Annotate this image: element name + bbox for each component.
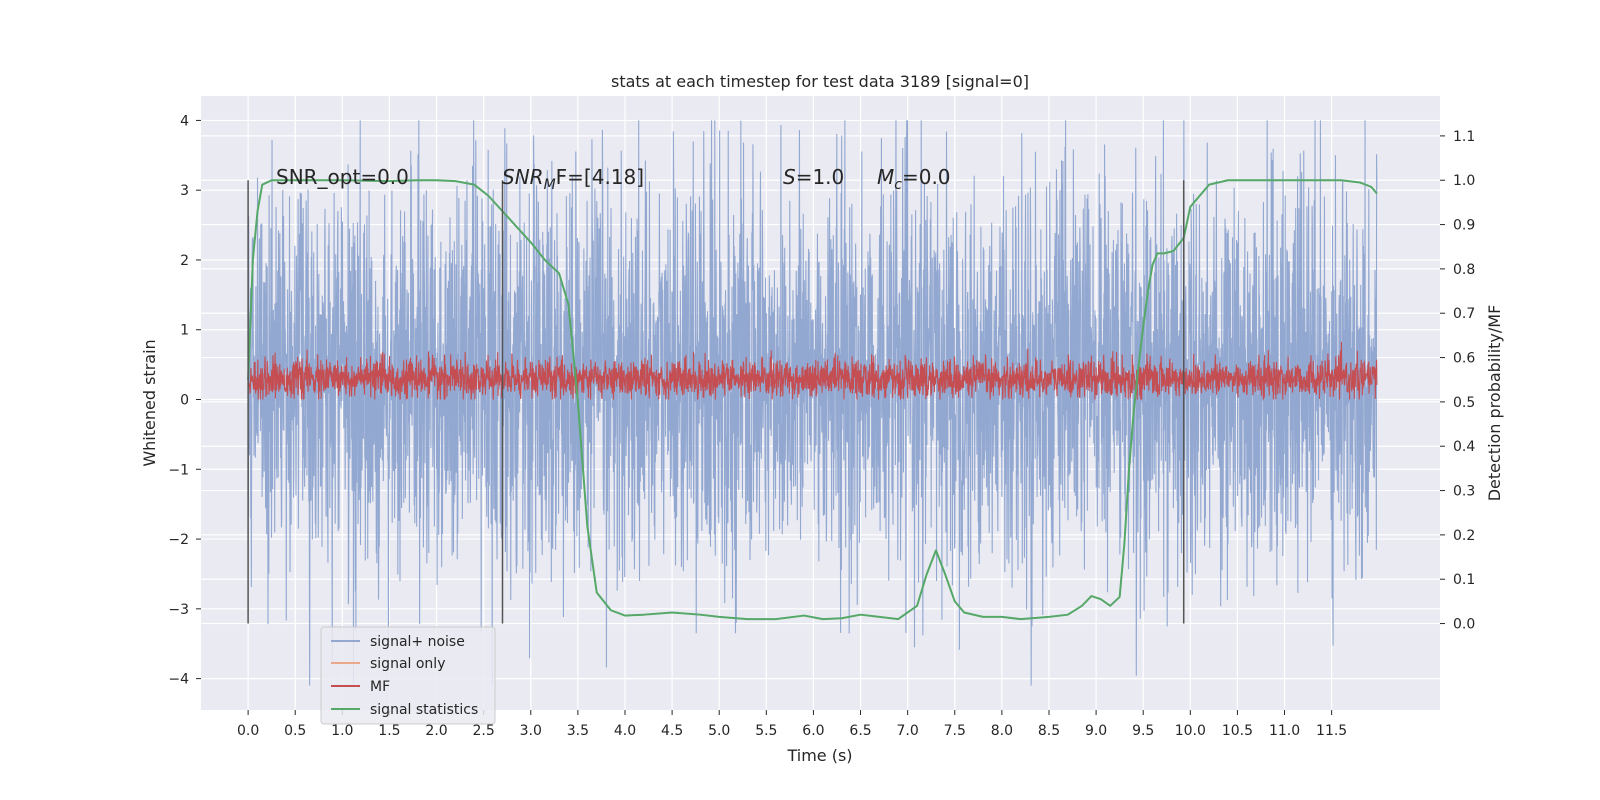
annotation-snr-mf: SNRMF=[4.18] [502,165,644,193]
y-left-tick-label-0: 0 [180,393,189,409]
x-tick-label-0: 0.0 [237,723,259,739]
x-tick-label-11-5: 11.5 [1316,723,1347,739]
x-tick-label-3-5: 3.5 [567,723,589,739]
vertical-markers [247,180,1185,624]
chart-title: stats at each timestep for test data 318… [611,72,1029,91]
y-right-tick-label-0: 0.0 [1453,617,1475,633]
legend-label-signal-noise: signal+ noise [370,634,465,650]
x-tick-label-2-5: 2.5 [473,723,495,739]
x-tick-label-10-5: 10.5 [1222,723,1253,739]
legend-box [320,626,496,725]
x-tick-label-1: 1.0 [331,723,353,739]
y-right-tick-label-0-3: 0.3 [1453,484,1475,500]
y-right-tick-label-1: 1.0 [1453,173,1475,189]
x-tick-label-11: 11.0 [1269,723,1300,739]
x-tick-label-1-5: 1.5 [378,723,400,739]
y-left-tick-label-1: −1 [168,462,189,478]
legend-label-mf: MF [370,679,390,695]
legend-label-signal-only: signal only [370,656,445,672]
y-right-tick-label-0-2: 0.2 [1453,528,1475,544]
x-axis-label: Time (s) [786,746,852,765]
x-tick-label-8: 8.0 [991,723,1013,739]
y-right-tick-label-0-7: 0.7 [1453,306,1475,322]
x-tick-label-5-5: 5.5 [755,723,777,739]
x-tick-label-2: 2.0 [425,723,447,739]
annotation-s-label: S [783,165,796,189]
y-right-axis-label: Detection probability/MF [1485,305,1504,502]
y-left-tick-label-2: −2 [168,532,189,548]
annotation-snr-opt: SNR_opt=0.0 [276,165,409,189]
series-mf [247,341,1378,400]
y-left-tick-label-3: 3 [180,183,189,199]
y-left-tick-label-4: 4 [180,113,189,129]
legend-label-signal-statistics: signal statistics [370,702,478,718]
y-right-tick-label-0-6: 0.6 [1453,351,1475,367]
y-left-axis-ticks: 4 3 2 1 0 −1 −2 −3 −4 [168,113,201,688]
y-left-tick-label-4: −4 [168,672,189,688]
annotation-snr-mf-base: SNR [502,165,544,189]
y-left-tick-label-3: −3 [168,602,189,618]
x-tick-label-8-5: 8.5 [1038,723,1060,739]
x-tick-label-6: 6.0 [802,723,824,739]
y-left-axis-label: Whitened strain [140,339,159,466]
series-layer [247,120,1378,686]
x-axis-ticks: 0.0 0.5 1.0 1.5 2.0 2.5 3.0 3.5 4.0 4.5 5.0 5.5 6.0 6… [237,710,1347,739]
x-tick-label-7-5: 7.5 [944,723,966,739]
x-tick-label-3: 3.0 [520,723,542,739]
y-left-tick-label-1: 1 [180,323,189,339]
y-right-tick-label-0-1: 0.1 [1453,572,1475,588]
y-right-tick-label-0-9: 0.9 [1453,218,1475,234]
legend: signal+ noise signal only MF signal stat… [320,626,496,725]
annotation-snr-mf-rest: F=[4.18] [556,165,644,189]
y-right-tick-label-0-5: 0.5 [1453,395,1475,411]
x-tick-label-4: 4.0 [614,723,636,739]
y-right-tick-label-0-4: 0.4 [1453,439,1475,455]
annotation-mc-value: =0.0 [902,165,951,189]
x-tick-label-5: 5.0 [708,723,730,739]
x-tick-label-10: 10.0 [1175,723,1206,739]
x-tick-label-7: 7.0 [897,723,919,739]
x-tick-label-9: 9.0 [1085,723,1107,739]
y-right-tick-label-1-1: 1.1 [1453,129,1475,145]
annotation-mc-sub: c [894,177,902,193]
annotation-mc: Mc=0.0 [877,165,951,193]
x-tick-label-9-5: 9.5 [1132,723,1154,739]
annotation-mc-label: M [877,165,894,189]
annotation-snr-mf-sub: M [544,177,556,193]
x-tick-label-4-5: 4.5 [661,723,683,739]
annotations: SNR_opt=0.0 SNRMF=[4.18] S=1.0 Mc=0.0 [276,165,951,193]
x-tick-label-6-5: 6.5 [849,723,871,739]
y-right-tick-label-0-8: 0.8 [1453,262,1475,278]
series-signal-statistics [247,179,1378,621]
y-left-tick-label-2: 2 [180,253,189,269]
y-right-axis-ticks: 1.1 1.0 0.9 0.8 0.7 0.6 0.5 0.4 0.3 0.2 0.1 0.0 [1440,129,1475,633]
annotation-s-value: =1.0 [796,165,845,189]
annotation-s: S=1.0 [783,165,844,189]
x-tick-label-0-5: 0.5 [284,723,306,739]
